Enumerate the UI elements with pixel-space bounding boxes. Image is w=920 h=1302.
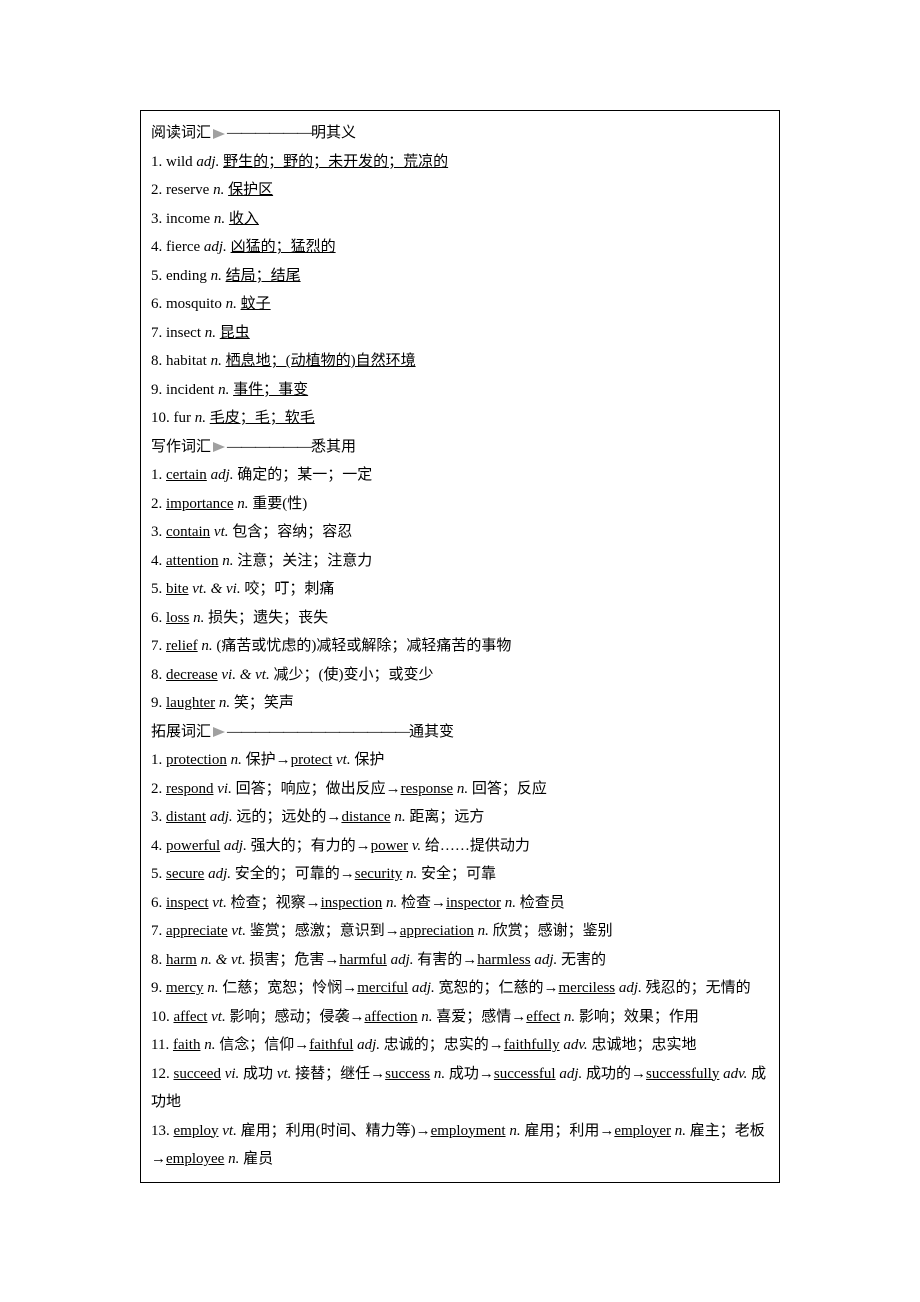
writing-list: 1. certain adj. 确定的；某一；一定2. importance n…: [151, 461, 769, 718]
vocab-entry: 12. succeed vi. 成功 vt. 接替；继任→success n. …: [151, 1060, 769, 1117]
vocab-entry: 2. reserve n. 保护区: [151, 176, 769, 205]
extend-header-suffix: 通其变: [409, 724, 454, 740]
vocab-entry: 9. mercy n. 仁慈；宽恕；怜悯→merciful adj. 宽恕的；仁…: [151, 974, 769, 1003]
vocab-entry: 3. distant adj. 远的；远处的→distance n. 距离；远方: [151, 803, 769, 832]
reading-header: 阅读词汇 ——————明其义: [151, 119, 769, 148]
writing-header-prefix: 写作词汇: [151, 439, 211, 455]
vocab-entry: 5. bite vt. & vi. 咬；叮；刺痛: [151, 575, 769, 604]
vocab-entry: 10. affect vt. 影响；感动；侵袭→affection n. 喜爱；…: [151, 1003, 769, 1032]
vocab-entry: 8. harm n. & vt. 损害；危害→harmful adj. 有害的→…: [151, 946, 769, 975]
vocab-entry: 7. appreciate vt. 鉴赏；感激；意识到→appreciation…: [151, 917, 769, 946]
vocab-entry: 1. certain adj. 确定的；某一；一定: [151, 461, 769, 490]
vocab-entry: 2. respond vi. 回答；响应；做出反应→response n. 回答…: [151, 775, 769, 804]
vocab-entry: 6. mosquito n. 蚊子: [151, 290, 769, 319]
vocab-entry: 8. decrease vi. & vt. 减少；(使)变小；或变少: [151, 661, 769, 690]
vocab-entry: 5. secure adj. 安全的；可靠的→security n. 安全；可靠: [151, 860, 769, 889]
reading-list: 1. wild adj. 野生的；野的；未开发的；荒凉的2. reserve n…: [151, 148, 769, 433]
vocab-entry: 10. fur n. 毛皮；毛；软毛: [151, 404, 769, 433]
arrow-icon: [213, 442, 225, 452]
page: 阅读词汇——————明其义 1. wild adj. 野生的；野的；未开发的；荒…: [0, 0, 920, 1243]
writing-header-suffix: 悉其用: [311, 439, 356, 455]
arrow-icon: [213, 727, 225, 737]
vocab-entry: 3. income n. 收入: [151, 205, 769, 234]
vocab-entry: 9. incident n. 事件；事变: [151, 376, 769, 405]
extend-header-dash: —————————————: [227, 724, 409, 740]
vocab-entry: 7. insect n. 昆虫: [151, 319, 769, 348]
vocab-entry: 4. fierce adj. 凶猛的；猛烈的: [151, 233, 769, 262]
vocab-entry: 13. employ vt. 雇用；利用(时间、精力等)→employment …: [151, 1117, 769, 1174]
vocab-entry: 3. contain vt. 包含；容纳；容忍: [151, 518, 769, 547]
writing-header: 写作词汇 ——————悉其用: [151, 433, 769, 462]
reading-header-prefix: 阅读词汇: [151, 125, 211, 141]
vocab-entry: 7. relief n. (痛苦或忧虑的)减轻或解除；减轻痛苦的事物: [151, 632, 769, 661]
vocab-entry: 2. importance n. 重要(性): [151, 490, 769, 519]
writing-header-dash: ——————: [227, 439, 311, 455]
vocab-entry: 8. habitat n. 栖息地；(动植物的)自然环境: [151, 347, 769, 376]
vocab-entry: 1. wild adj. 野生的；野的；未开发的；荒凉的: [151, 148, 769, 177]
vocab-entry: 4. attention n. 注意；关注；注意力: [151, 547, 769, 576]
vocab-entry: 6. inspect vt. 检查；视察→inspection n. 检查→in…: [151, 889, 769, 918]
vocab-entry: 5. ending n. 结局；结尾: [151, 262, 769, 291]
extend-header: 拓展词汇 —————————————通其变: [151, 718, 769, 747]
vocab-entry: 11. faith n. 信念；信仰→faithful adj. 忠诚的；忠实的…: [151, 1031, 769, 1060]
reading-header-dash: ——————: [227, 125, 311, 141]
vocab-entry: 9. laughter n. 笑；笑声: [151, 689, 769, 718]
vocab-entry: 4. powerful adj. 强大的；有力的→power v. 给……提供动…: [151, 832, 769, 861]
reading-header-suffix: 明其义: [311, 125, 356, 141]
arrow-icon: [213, 129, 225, 139]
vocab-box: 阅读词汇——————明其义 1. wild adj. 野生的；野的；未开发的；荒…: [140, 110, 780, 1183]
vocab-entry: 6. loss n. 损失；遗失；丧失: [151, 604, 769, 633]
vocab-entry: 1. protection n. 保护→protect vt. 保护: [151, 746, 769, 775]
extend-header-prefix: 拓展词汇: [151, 724, 211, 740]
extend-list: 1. protection n. 保护→protect vt. 保护2. res…: [151, 746, 769, 1174]
